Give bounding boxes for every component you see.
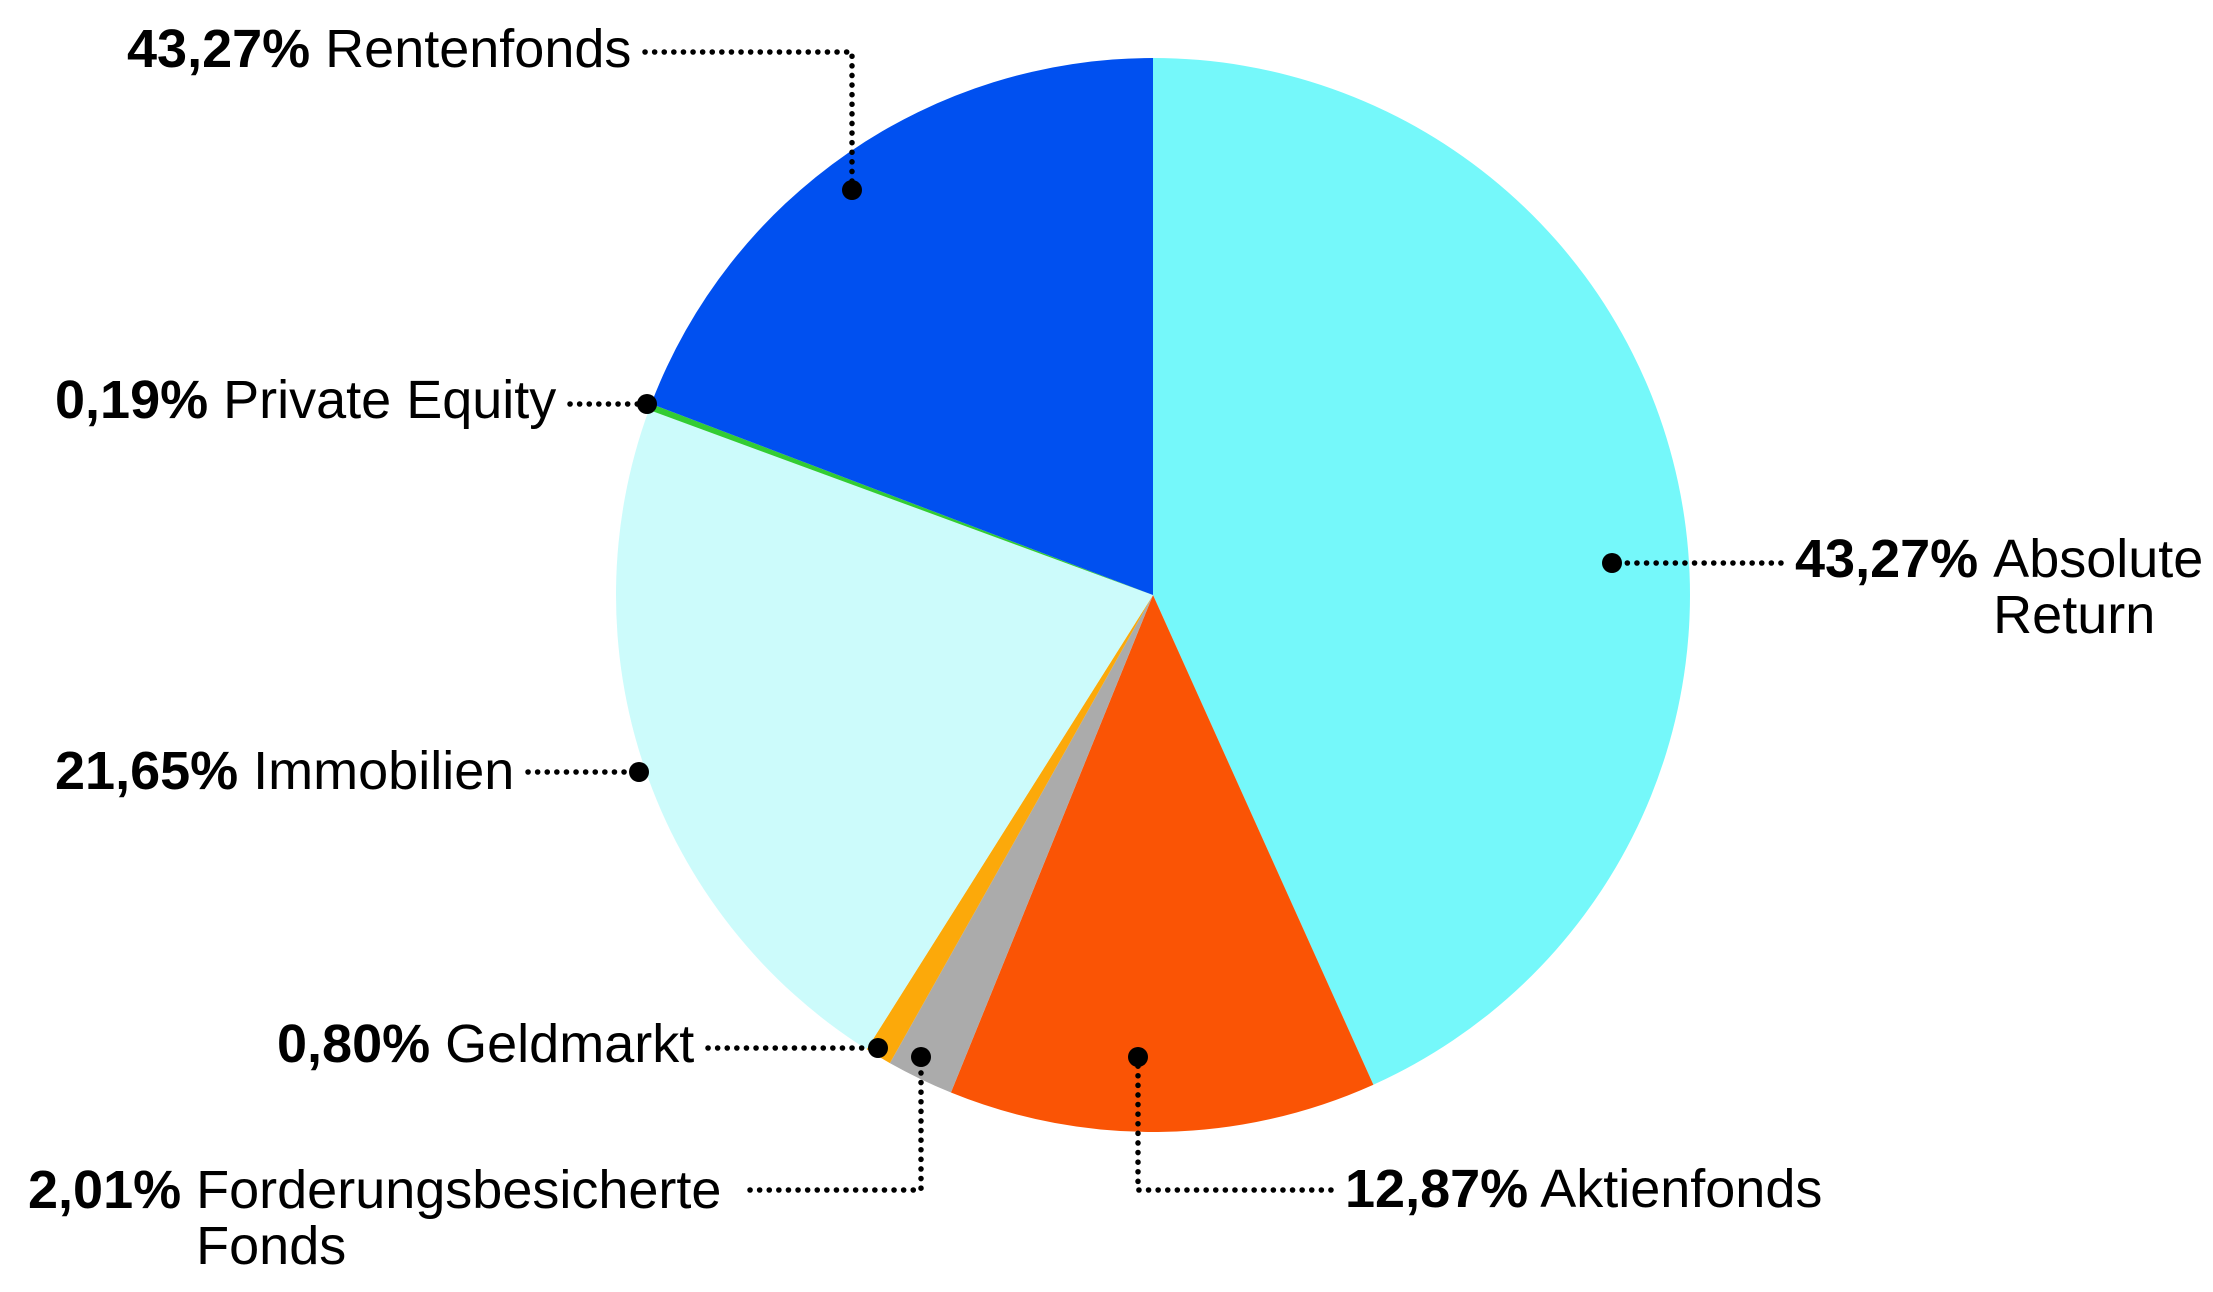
dot-4 <box>629 762 649 782</box>
name-geldmarkt: Geldmarkt <box>445 1014 695 1074</box>
pie-slice-3 <box>866 595 1153 1064</box>
dot-6 <box>842 180 862 200</box>
label-rentenfonds: 43,27% Rentenfonds <box>127 21 631 77</box>
label-forderungsbesicherte-fonds: 2,01% Forderungsbesicherte Fonds <box>28 1162 736 1274</box>
name-aktienfonds: Aktienfonds <box>1540 1159 1823 1219</box>
connector-2 <box>747 1054 924 1193</box>
dot-3 <box>868 1038 888 1058</box>
pct-aktienfonds: 12,87% <box>1345 1159 1529 1219</box>
name-forderungsbesicherte-fonds: Forderungsbesicherte Fonds <box>196 1160 722 1276</box>
pie-slice-0 <box>1153 58 1690 1085</box>
name-private-equity: Private Equity <box>223 370 557 430</box>
pct-private-equity: 0,19% <box>55 370 209 430</box>
pie-slice-6 <box>651 58 1153 595</box>
label-private-equity: 0,19% Private Equity <box>55 372 556 428</box>
pct-rentenfonds: 43,27% <box>127 19 311 79</box>
label-immobilien: 21,65% Immobilien <box>55 743 514 799</box>
name-immobilien: Immobilien <box>253 741 515 801</box>
connector-6 <box>642 49 855 193</box>
pie-slice-2 <box>889 595 1153 1093</box>
dot-2 <box>911 1047 931 1067</box>
name-absolute-return: Absolute Return <box>1993 529 2204 645</box>
pie-slice-4 <box>616 409 1153 1050</box>
connector-1 <box>1135 1054 1334 1193</box>
pct-geldmarkt: 0,80% <box>277 1014 431 1074</box>
label-absolute-return: 43,27% Absolute Return <box>1795 531 2208 643</box>
pct-immobilien: 21,65% <box>55 741 239 801</box>
pie-slice-1 <box>950 595 1374 1132</box>
label-aktienfonds: 12,87% Aktienfonds <box>1345 1161 1822 1217</box>
name-rentenfonds: Rentenfonds <box>325 19 632 79</box>
dot-5 <box>637 394 657 414</box>
dot-0 <box>1602 553 1622 573</box>
pct-forderungsbesicherte-fonds: 2,01% <box>28 1160 182 1220</box>
label-geldmarkt: 0,80% Geldmarkt <box>277 1016 694 1072</box>
dot-1 <box>1128 1047 1148 1067</box>
pct-absolute-return: 43,27% <box>1795 529 1979 589</box>
pie-slice-5 <box>648 403 1153 595</box>
